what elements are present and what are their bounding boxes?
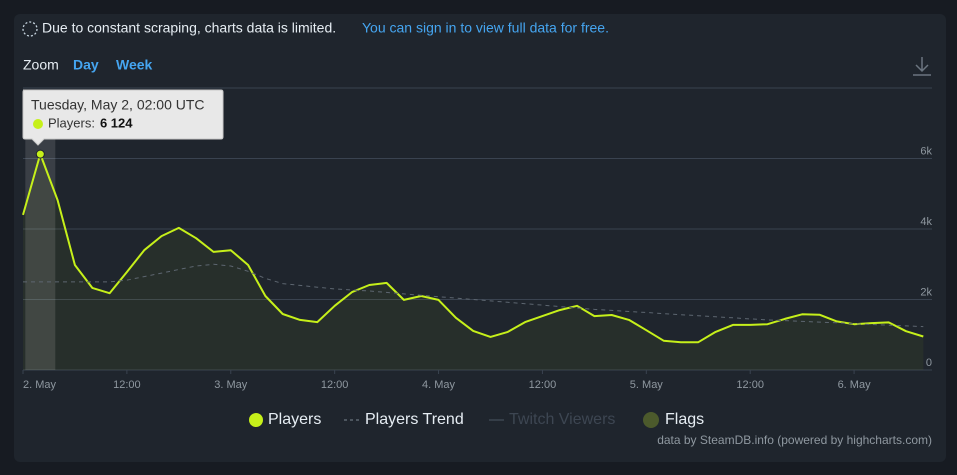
x-tick-label: 4. May <box>422 379 456 391</box>
tooltip-label: Players: <box>48 115 95 130</box>
panel <box>14 14 946 462</box>
zoom-button[interactable]: Week <box>116 57 153 73</box>
legend-marker <box>249 413 263 427</box>
zoom-label: Zoom <box>23 57 59 73</box>
legend-marker <box>643 412 659 428</box>
legend-label: Players Trend <box>365 411 464 428</box>
tooltip-box <box>22 89 224 146</box>
notice-icon <box>22 21 38 37</box>
notice-text: Due to constant scraping, charts data is… <box>42 20 336 36</box>
x-tick-label: 2. May <box>23 379 57 391</box>
legend-label[interactable]: Twitch Viewers <box>509 411 615 428</box>
legend-label: Players <box>268 411 321 428</box>
x-tick-label: 12:00 <box>736 379 764 391</box>
x-tick-label: 12:00 <box>113 379 141 391</box>
zoom-button[interactable]: Day <box>73 57 99 73</box>
crosshair-band <box>25 138 56 370</box>
y-tick-label: 2k <box>920 286 932 298</box>
series-area <box>23 154 924 370</box>
tooltip-marker <box>33 119 43 129</box>
credits[interactable]: data by SteamDB.info (powered by highcha… <box>657 433 932 447</box>
y-tick-label: 0 <box>926 357 932 369</box>
x-tick-label: 5. May <box>630 379 664 391</box>
x-tick-label: 3. May <box>214 379 248 391</box>
tooltip-value: 6 124 <box>100 115 133 130</box>
y-tick-label: 4k <box>920 216 932 228</box>
hover-point <box>35 149 45 159</box>
series-line <box>22 153 924 344</box>
download-button[interactable] <box>913 57 931 76</box>
sign-in-link[interactable]: You can sign in to view full data for fr… <box>362 20 609 36</box>
tooltip: Tuesday, May 2, 02:00 UTC Players: 6 124 <box>22 89 224 146</box>
y-tick-label: 6k <box>920 145 932 157</box>
tooltip-title: Tuesday, May 2, 02:00 UTC <box>31 97 205 113</box>
x-tick-label: 12:00 <box>529 379 557 391</box>
legend-label: Flags <box>665 411 704 428</box>
x-tick-label: 6. May <box>838 379 872 391</box>
x-tick-label: 12:00 <box>321 379 349 391</box>
